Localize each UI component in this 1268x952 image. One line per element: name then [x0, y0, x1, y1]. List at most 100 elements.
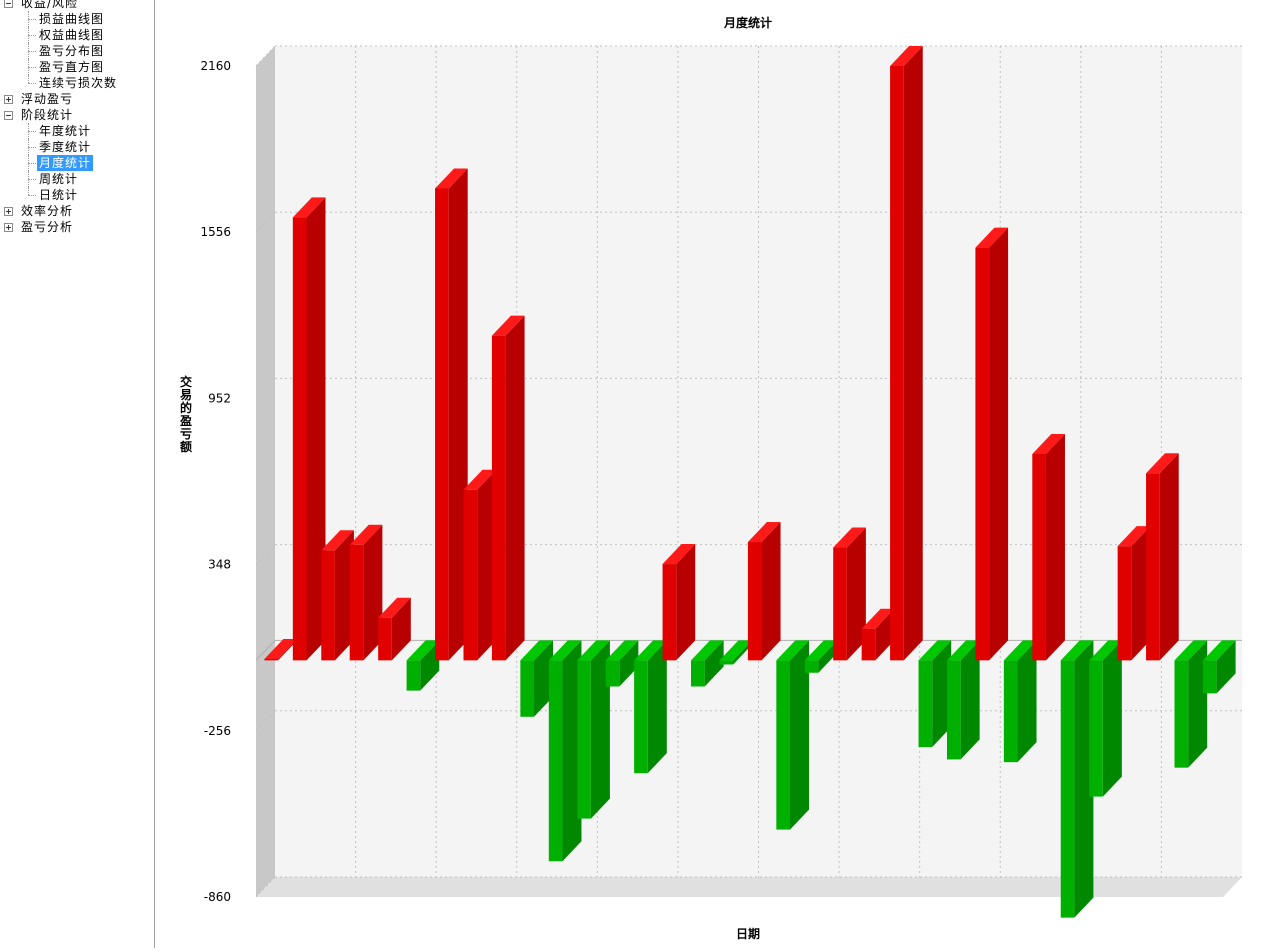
- x-axis-label: 日期: [736, 926, 760, 941]
- bar-top: [491, 315, 525, 336]
- tree-item[interactable]: 盈亏分布图: [0, 43, 154, 59]
- bar-side: [619, 640, 639, 687]
- tree-item-label[interactable]: 连续亏损次数: [39, 76, 118, 90]
- bar-front: [804, 660, 819, 673]
- bar-side: [505, 315, 525, 661]
- chart-title: 月度统计: [723, 15, 772, 30]
- bar: [1202, 640, 1236, 694]
- expand-icon[interactable]: [4, 95, 13, 104]
- tree-group-label[interactable]: 浮动盈亏: [21, 92, 74, 106]
- bar: [1146, 453, 1179, 661]
- bar-top: [747, 522, 781, 543]
- bar: [520, 640, 554, 717]
- plot-floor: [256, 877, 1242, 897]
- bar-side: [1102, 640, 1122, 797]
- bar-front: [577, 660, 591, 819]
- tree-group[interactable]: 收益/风险: [0, 0, 154, 11]
- tree-item[interactable]: 月度统计: [0, 155, 154, 171]
- bar-top: [691, 640, 724, 661]
- bar-front: [378, 617, 392, 661]
- tree-item-label[interactable]: 月度统计: [37, 155, 94, 171]
- bar: [1060, 640, 1094, 918]
- bar-top: [1032, 433, 1065, 454]
- bar-front: [406, 660, 421, 691]
- bar-top: [662, 544, 696, 565]
- bar: [634, 640, 667, 774]
- tree-group-label[interactable]: 收益/风险: [21, 0, 79, 10]
- bar-side: [818, 640, 838, 673]
- bar: [406, 640, 440, 691]
- bar-top: [890, 46, 923, 66]
- bar-side: [1131, 526, 1151, 661]
- tree-group[interactable]: 盈亏分析: [0, 219, 154, 235]
- bar-side: [903, 46, 923, 661]
- bar-front: [776, 660, 790, 830]
- tree-item-label[interactable]: 年度统计: [39, 124, 92, 138]
- bar: [890, 46, 923, 661]
- bar-front: [747, 542, 762, 661]
- bar: [1089, 640, 1122, 797]
- bar: [1174, 640, 1208, 768]
- tree-connector: [28, 195, 36, 196]
- bar-front: [435, 188, 449, 661]
- y-axis-label-char: 亏: [180, 427, 192, 441]
- tree-connector: [28, 35, 36, 36]
- bar-side: [562, 640, 582, 862]
- tree-group[interactable]: 阶段统计: [0, 107, 154, 123]
- collapse-icon[interactable]: [4, 0, 13, 8]
- tree-connector: [28, 147, 36, 148]
- tree-item-label[interactable]: 盈亏分布图: [39, 44, 105, 58]
- bar-side: [590, 640, 610, 819]
- bar-top: [605, 640, 639, 661]
- tree-item[interactable]: 损益曲线图: [0, 11, 154, 27]
- tree-group-label[interactable]: 阶段统计: [21, 108, 74, 122]
- y-axis-label-char: 额: [180, 439, 192, 454]
- bar-side: [932, 640, 952, 748]
- tree-connector: [28, 83, 36, 84]
- tree-group-label[interactable]: 盈亏分析: [21, 220, 74, 234]
- tree-item[interactable]: 季度统计: [0, 139, 154, 155]
- collapse-icon[interactable]: [4, 111, 13, 120]
- bar-top: [1202, 640, 1236, 661]
- bar-side: [420, 640, 440, 691]
- bar-front: [1003, 660, 1018, 763]
- expand-icon[interactable]: [4, 207, 13, 216]
- tree-connector: [28, 179, 36, 180]
- tree-item-label[interactable]: 盈亏直方图: [39, 60, 105, 74]
- tree-item[interactable]: 盈亏直方图: [0, 59, 154, 75]
- bar: [435, 168, 468, 661]
- bar-side: [761, 522, 781, 661]
- bar-side: [1216, 640, 1236, 694]
- bar: [292, 197, 326, 661]
- tree-item[interactable]: 连续亏损次数: [0, 75, 154, 91]
- bar-side: [676, 544, 696, 661]
- bar-front: [264, 658, 279, 661]
- navigation-sidebar: 收益/风险损益曲线图权益曲线图盈亏分布图盈亏直方图连续亏损次数浮动盈亏阶段统计年…: [0, 0, 155, 948]
- bar-side: [647, 640, 667, 774]
- tree-group[interactable]: 浮动盈亏: [0, 91, 154, 107]
- bar-front: [1174, 660, 1189, 768]
- bar-side: [789, 640, 809, 830]
- bar-front: [1117, 546, 1132, 661]
- tree-group-label[interactable]: 效率分析: [21, 204, 74, 218]
- y-axis-label-char: 交: [180, 374, 192, 389]
- tree-connector: [28, 75, 29, 83]
- tree-item-label[interactable]: 损益曲线图: [39, 12, 105, 26]
- tree-connector: [28, 163, 36, 164]
- tree-item-label[interactable]: 权益曲线图: [39, 28, 105, 42]
- tree-item[interactable]: 年度统计: [0, 123, 154, 139]
- tree-item-label[interactable]: 周统计: [39, 172, 79, 186]
- bar-front: [463, 489, 478, 661]
- tree-item-label[interactable]: 季度统计: [39, 140, 92, 154]
- bar-top: [548, 640, 582, 661]
- tree-group[interactable]: 效率分析: [0, 203, 154, 219]
- tree-item-label[interactable]: 日统计: [39, 188, 79, 202]
- tree-item[interactable]: 权益曲线图: [0, 27, 154, 43]
- expand-icon[interactable]: [4, 223, 13, 232]
- tree-item[interactable]: 日统计: [0, 187, 154, 203]
- bar: [491, 315, 525, 661]
- bar: [918, 640, 952, 748]
- bar-side: [306, 197, 326, 661]
- tree-item[interactable]: 周统计: [0, 171, 154, 187]
- bar-series: [264, 46, 1236, 918]
